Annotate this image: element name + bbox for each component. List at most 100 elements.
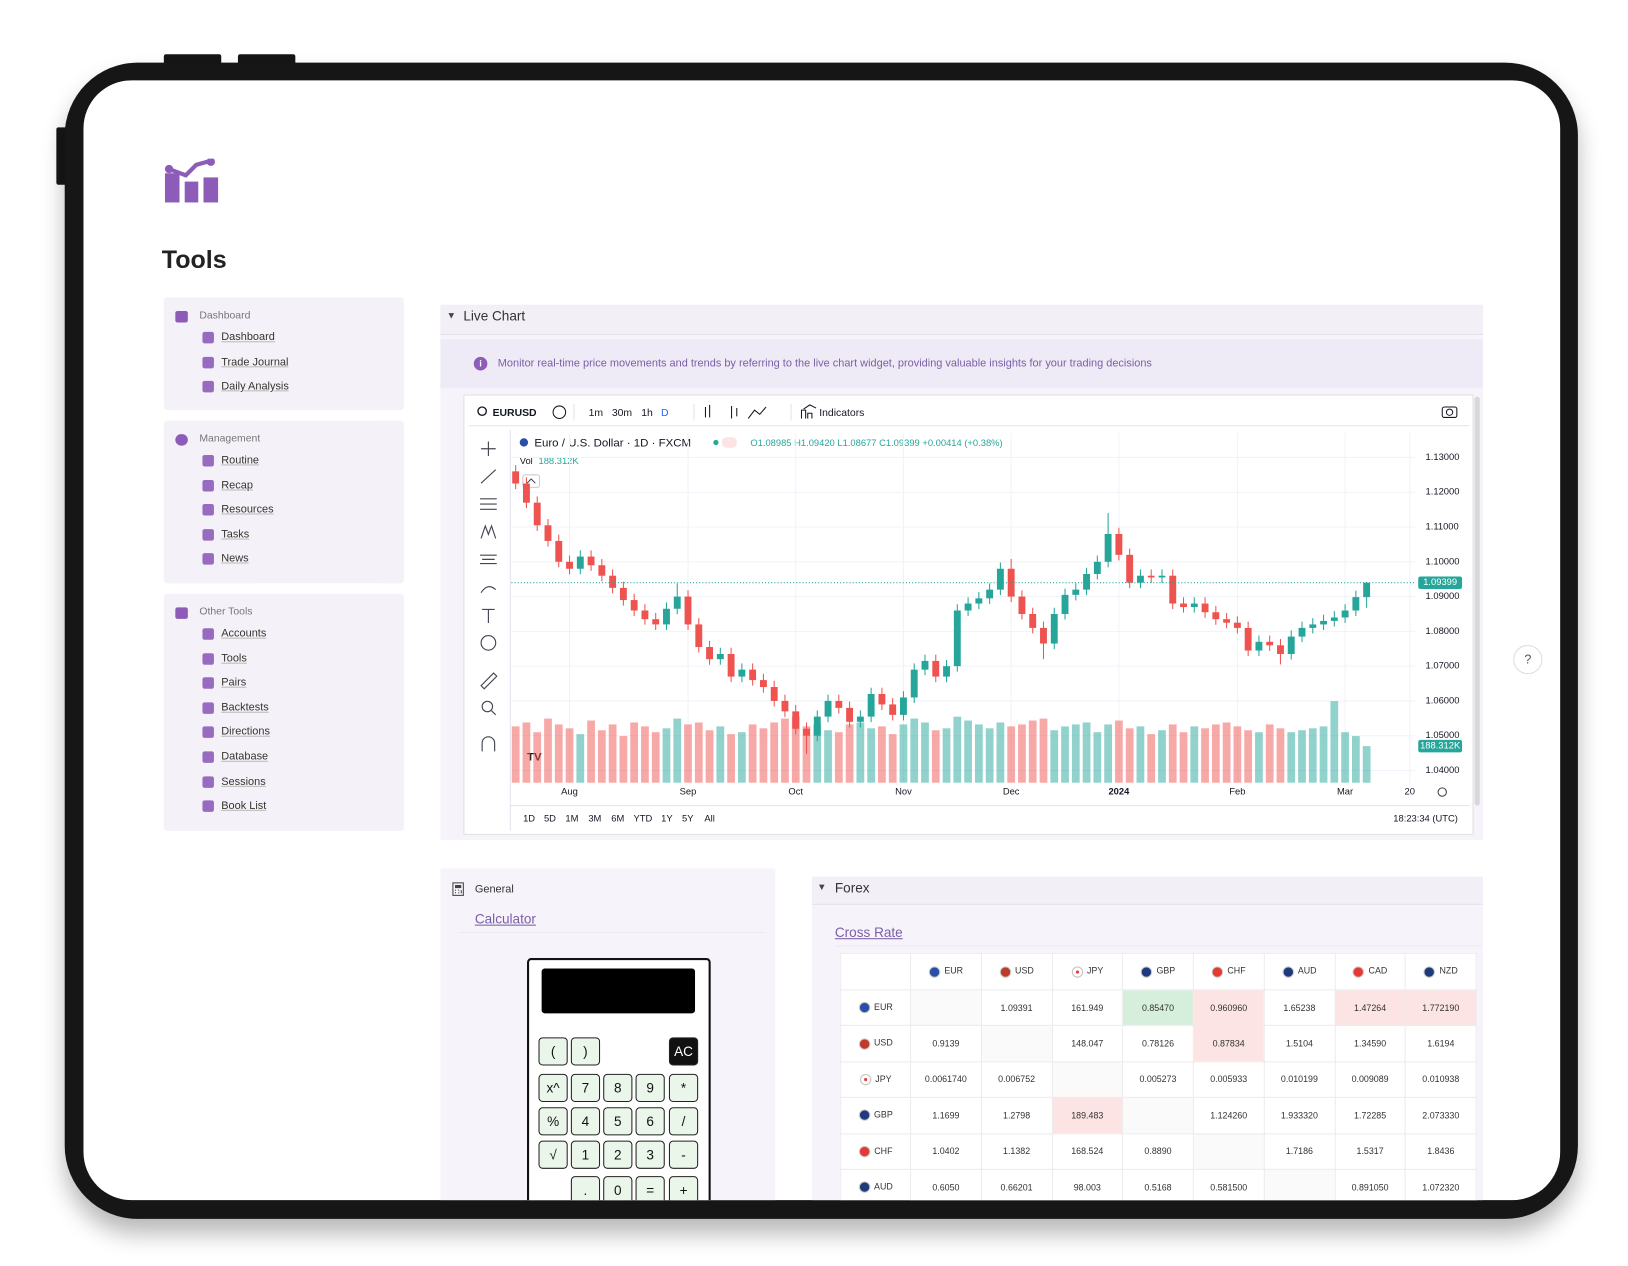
candle-body — [695, 624, 703, 648]
sidebar-link[interactable]: Daily Analysis — [221, 380, 289, 393]
volume-bar — [1319, 726, 1328, 783]
indicators-icon[interactable] — [800, 404, 817, 419]
rate-value: 0.005273 — [1139, 1074, 1177, 1085]
calc-key[interactable]: 6 — [635, 1107, 665, 1136]
calc-key[interactable]: + — [668, 1176, 699, 1201]
snapshot-icon[interactable] — [1441, 406, 1458, 418]
sidebar-link[interactable]: Directions — [221, 725, 270, 739]
sidebar-link[interactable]: Sessions — [221, 774, 266, 788]
range-button[interactable]: YTD — [633, 813, 652, 824]
candle-body — [587, 556, 595, 566]
rate-cell — [1051, 1061, 1124, 1099]
rate-value: 0.85470 — [1141, 1002, 1175, 1013]
volume-bar — [1201, 728, 1209, 783]
range-button[interactable]: 1M — [565, 813, 578, 824]
range-button[interactable]: 1D — [523, 813, 535, 824]
range-button[interactable]: All — [704, 813, 714, 824]
calc-key[interactable]: % — [538, 1107, 568, 1136]
calc-key[interactable]: ) — [570, 1037, 601, 1066]
calc-key[interactable]: 2 — [603, 1140, 633, 1169]
candle-body — [716, 653, 724, 660]
sidebar-link[interactable]: Database — [221, 750, 269, 763]
range-button[interactable]: 6M — [611, 813, 624, 824]
compare-icon[interactable] — [552, 405, 567, 420]
volume-bar — [1071, 724, 1080, 783]
rate-value: 0.78126 — [1141, 1038, 1175, 1049]
cross-rate-link[interactable]: Cross Rate — [834, 924, 903, 941]
rate-value: 0.6050 — [932, 1182, 960, 1193]
calc-key[interactable]: ( — [538, 1037, 568, 1066]
range-button[interactable]: 1Y — [661, 813, 673, 824]
calc-key[interactable]: 0 — [603, 1176, 633, 1201]
sidebar-link[interactable]: Routine — [221, 453, 260, 467]
sidebar-link[interactable]: Dashboard — [221, 330, 275, 344]
calc-key[interactable]: / — [668, 1107, 699, 1136]
calc-key[interactable]: . — [570, 1176, 601, 1201]
volume-bar — [1351, 736, 1360, 783]
rate-value: 168.524 — [1071, 1146, 1104, 1157]
chart-style-icon[interactable] — [747, 406, 767, 419]
calculator-link[interactable]: Calculator — [474, 911, 536, 927]
sidebar-link[interactable]: Resources — [221, 503, 274, 516]
help-button[interactable]: ? — [1513, 644, 1543, 675]
volume-bar — [888, 734, 897, 783]
range-button[interactable]: 5D — [544, 813, 556, 824]
sidebar-link[interactable]: Trade Journal — [221, 355, 289, 368]
settings-icon[interactable] — [1437, 787, 1447, 797]
symbol[interactable]: EURUSD — [493, 408, 537, 419]
item-icon — [202, 726, 214, 739]
sidebar-link[interactable]: Recap — [221, 478, 253, 492]
rate-cell: 0.8890 — [1122, 1132, 1194, 1170]
calc-key[interactable]: * — [668, 1073, 699, 1103]
calc-key[interactable]: - — [668, 1140, 699, 1169]
rate-cell: 0.010938 — [1404, 1061, 1477, 1099]
sidebar-link[interactable]: Accounts — [221, 627, 267, 640]
price-tick-label: 1.09000 — [1426, 590, 1460, 601]
rate-cell: 1.09391 — [980, 989, 1053, 1027]
rate-cell: 1.5104 — [1263, 1025, 1336, 1063]
device-button — [237, 54, 296, 65]
toggle-header[interactable] — [440, 304, 1483, 335]
item-icon — [202, 702, 214, 714]
rate-cell — [1122, 1096, 1194, 1134]
sidebar-link[interactable]: News — [221, 552, 249, 565]
sidebar-link[interactable]: Tasks — [221, 527, 250, 541]
sidebar-link[interactable]: Backtests — [221, 701, 269, 714]
volume-bar — [1147, 734, 1156, 783]
column-label: GBP — [1156, 965, 1176, 977]
calc-key[interactable]: 7 — [570, 1073, 601, 1103]
calc-key[interactable]: 4 — [570, 1107, 601, 1136]
calc-key[interactable]: 5 — [603, 1107, 633, 1136]
rate-cell: 0.891050 — [1334, 1168, 1406, 1201]
search-icon[interactable] — [477, 406, 487, 417]
calc-key[interactable]: x^ — [538, 1073, 568, 1103]
candle-body — [889, 704, 897, 715]
interval-button[interactable]: 1m — [589, 408, 603, 419]
indicators-button[interactable]: Indicators — [819, 408, 864, 419]
calc-key[interactable]: 9 — [635, 1073, 665, 1103]
calc-key[interactable]: 3 — [635, 1140, 665, 1169]
calc-key[interactable]: √ — [538, 1140, 568, 1169]
calc-key[interactable]: = — [635, 1176, 665, 1201]
volume-bar — [899, 724, 908, 783]
range-button[interactable]: 5Y — [682, 813, 694, 824]
chart-style-icon[interactable] — [704, 404, 738, 419]
calc-key[interactable]: AC — [668, 1037, 699, 1066]
calc-key[interactable]: 1 — [570, 1140, 601, 1169]
interval-button[interactable]: D — [661, 408, 669, 419]
toggle-header[interactable] — [811, 876, 1483, 905]
series-title: Euro / U.S. Dollar · 1D · FXCM — [534, 438, 691, 450]
sidebar-link[interactable]: Book List — [221, 799, 267, 813]
interval-button[interactable]: 30m — [612, 408, 632, 419]
rate-value: 1.124260 — [1210, 1110, 1248, 1121]
interval-button[interactable]: 1h — [641, 408, 653, 419]
sidebar-link[interactable]: Pairs — [221, 676, 247, 689]
sidebar-link[interactable]: Tools — [221, 651, 247, 665]
item-icon — [202, 776, 214, 788]
calc-key[interactable]: 8 — [603, 1073, 633, 1103]
rate-cell — [1263, 1168, 1336, 1201]
rate-value: 0.8890 — [1144, 1146, 1172, 1157]
range-button[interactable]: 3M — [588, 813, 601, 824]
group-heading: Other Tools — [199, 606, 253, 618]
drawing-tools[interactable] — [480, 441, 498, 752]
